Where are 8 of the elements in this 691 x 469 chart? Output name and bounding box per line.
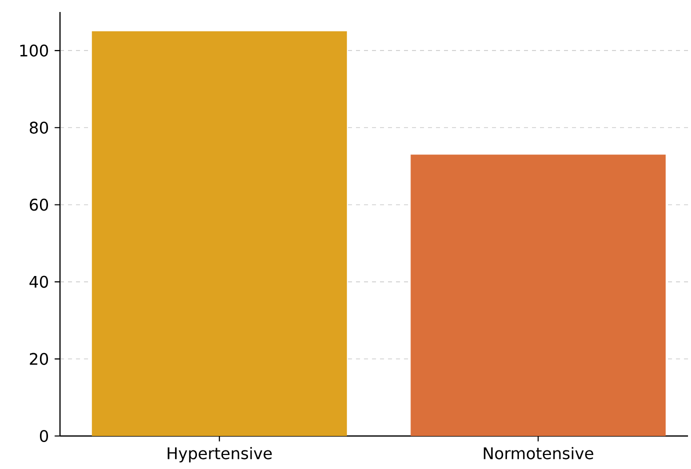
- y-tick-label: 60: [30, 198, 48, 211]
- x-tick-label: Hypertensive: [168, 446, 272, 462]
- y-tick-label: 20: [30, 352, 48, 365]
- x-tick-label: Normotensive: [484, 446, 594, 460]
- y-tick-label: 100: [20, 44, 48, 57]
- y-tick-label: 40: [29, 276, 48, 288]
- y-tick-label: 0: [40, 430, 48, 442]
- y-tick-label: 80: [30, 122, 48, 134]
